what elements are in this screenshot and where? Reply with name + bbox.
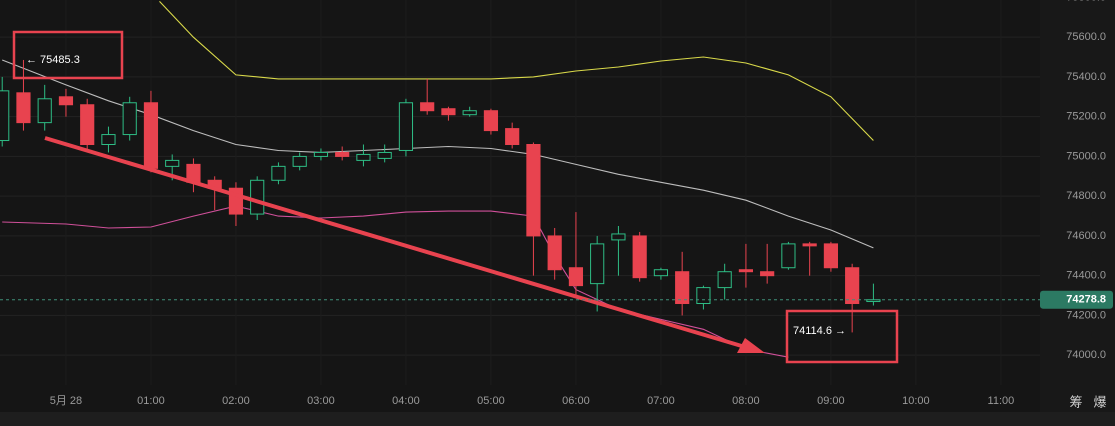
candle-body — [696, 287, 711, 305]
x-tick-label: 5月 28 — [50, 395, 82, 407]
candle-body — [483, 110, 499, 132]
candle-body — [165, 159, 180, 167]
y-tick-label: 75200.0 — [1066, 111, 1106, 123]
y-tick-label: 74000.0 — [1066, 349, 1106, 361]
y-tick-label: 75000.0 — [1066, 150, 1106, 162]
indicator-line — [2, 59, 874, 249]
y-tick-label: 74600.0 — [1066, 230, 1106, 242]
high-annotation: ← 75485.3 — [26, 54, 80, 66]
candle-body — [675, 271, 690, 305]
y-tick-label: 74800.0 — [1066, 190, 1106, 202]
trend-arrow-head — [737, 338, 765, 353]
candle-body — [377, 151, 392, 159]
candle-body — [505, 128, 520, 145]
indicator-line — [159, 1, 874, 141]
x-tick-label: 03:00 — [307, 395, 335, 407]
toolbar-button[interactable]: 爆 — [1093, 394, 1106, 409]
candle-body — [143, 102, 159, 169]
candle-body — [568, 267, 584, 287]
candle-body — [823, 243, 838, 269]
candle-body — [781, 243, 796, 269]
y-tick-label: 74200.0 — [1066, 309, 1106, 321]
candles — [0, 59, 881, 333]
candle-body — [717, 271, 732, 289]
x-tick-label: 06:00 — [562, 395, 590, 407]
candle-body — [760, 271, 775, 277]
candle-body — [101, 134, 116, 145]
x-tick-label: 05:00 — [477, 395, 505, 407]
candle-body — [271, 165, 286, 181]
y-tick-label: 75800.0 — [1066, 0, 1106, 3]
candle-body — [845, 267, 860, 305]
candle-body — [632, 235, 647, 279]
trend-arrow — [44, 136, 746, 349]
candle-body — [122, 102, 137, 136]
candle-body — [37, 98, 52, 124]
candle-body — [420, 102, 435, 112]
candle-body — [653, 269, 669, 277]
low-annotation: 74114.6 → — [793, 325, 846, 337]
bottom-toolbar — [0, 412, 1115, 426]
candle-body — [335, 151, 350, 157]
y-tick-label: 75400.0 — [1066, 71, 1106, 83]
candle-body — [441, 108, 456, 116]
candle-body — [738, 269, 754, 273]
x-tick-label: 02:00 — [222, 395, 250, 407]
y-tick-label: 75600.0 — [1066, 31, 1106, 43]
candle-body — [526, 143, 541, 237]
axes: 74000.0 74200.0 74400.0 74600.0 74800.0 75000… — [0, 0, 1113, 407]
candle-body — [16, 92, 31, 124]
last-price-tag — [1040, 290, 1113, 309]
candle-body — [250, 179, 265, 215]
y-tick-label: 74400.0 — [1066, 270, 1106, 282]
price-axis-panel — [1040, 0, 1115, 426]
candle-body — [58, 96, 74, 106]
highlight-box — [12, 30, 124, 80]
candle-body — [313, 151, 329, 157]
candle-body — [590, 243, 605, 285]
candle-body — [0, 90, 10, 142]
candle-body — [547, 235, 562, 271]
x-tick-label: 01:00 — [137, 395, 165, 407]
candle-body — [802, 243, 817, 247]
x-tick-label: 04:00 — [392, 395, 420, 407]
last-price-label: 74278.8 — [1066, 294, 1106, 306]
grid — [0, 36, 1040, 356]
candle-body — [866, 299, 881, 303]
candle-body — [292, 155, 307, 167]
x-tick-label: 07:00 — [647, 395, 675, 407]
x-tick-label: 09:00 — [817, 395, 845, 407]
candle-body — [356, 153, 371, 161]
x-tick-label: 08:00 — [732, 395, 760, 407]
toolbar-button[interactable]: 筹 — [1069, 394, 1082, 409]
candle-body — [80, 104, 95, 145]
candle-body — [462, 110, 477, 116]
x-tick-label: 11:00 — [988, 395, 1015, 407]
highlight-box — [785, 309, 899, 364]
candle-body — [611, 233, 626, 241]
candle-body — [398, 102, 414, 151]
x-tick-label: 10:00 — [902, 395, 930, 407]
